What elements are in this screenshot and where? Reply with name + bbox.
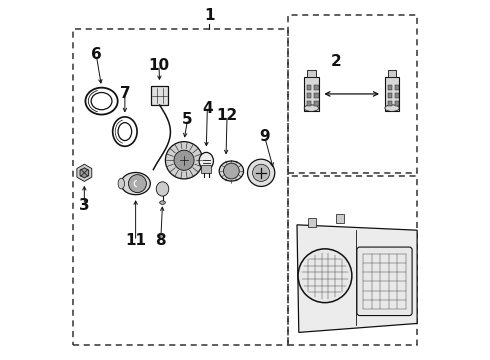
Bar xyxy=(395,101,399,106)
Circle shape xyxy=(166,141,203,179)
Circle shape xyxy=(174,150,194,170)
Bar xyxy=(314,101,319,106)
Text: 5: 5 xyxy=(182,112,193,126)
Text: 7: 7 xyxy=(120,86,130,102)
Text: 12: 12 xyxy=(217,108,238,123)
Bar xyxy=(151,86,168,105)
Text: 6: 6 xyxy=(91,47,101,62)
Bar xyxy=(304,77,319,111)
Ellipse shape xyxy=(156,182,169,196)
Polygon shape xyxy=(297,225,417,332)
Text: 4: 4 xyxy=(202,101,213,116)
Bar xyxy=(388,71,396,77)
Bar xyxy=(307,85,311,90)
Text: 8: 8 xyxy=(155,234,166,248)
Bar xyxy=(314,85,319,90)
Bar xyxy=(337,214,344,223)
Bar xyxy=(395,85,399,90)
Ellipse shape xyxy=(219,161,244,181)
Bar xyxy=(385,77,399,111)
Ellipse shape xyxy=(121,172,150,195)
Text: 10: 10 xyxy=(148,58,170,73)
Circle shape xyxy=(298,249,352,303)
Circle shape xyxy=(128,175,147,193)
Bar xyxy=(395,93,399,98)
Ellipse shape xyxy=(385,105,399,111)
Bar xyxy=(314,93,319,98)
Ellipse shape xyxy=(118,178,124,189)
Bar xyxy=(308,218,316,226)
Text: 3: 3 xyxy=(79,198,90,213)
Text: 1: 1 xyxy=(204,8,215,23)
Circle shape xyxy=(252,164,270,181)
FancyBboxPatch shape xyxy=(357,247,412,316)
Bar xyxy=(307,101,311,106)
Text: 2: 2 xyxy=(331,54,342,69)
Bar xyxy=(388,101,392,106)
Text: 9: 9 xyxy=(259,130,270,144)
Bar xyxy=(307,93,311,98)
Circle shape xyxy=(223,163,239,179)
Ellipse shape xyxy=(160,201,166,204)
Bar xyxy=(388,85,392,90)
Polygon shape xyxy=(77,164,92,181)
Bar xyxy=(307,71,316,77)
Bar xyxy=(388,93,392,98)
Polygon shape xyxy=(80,168,89,178)
Ellipse shape xyxy=(199,152,214,170)
Circle shape xyxy=(247,159,275,186)
Bar xyxy=(201,165,211,173)
Text: 11: 11 xyxy=(125,234,146,248)
Ellipse shape xyxy=(304,105,319,111)
